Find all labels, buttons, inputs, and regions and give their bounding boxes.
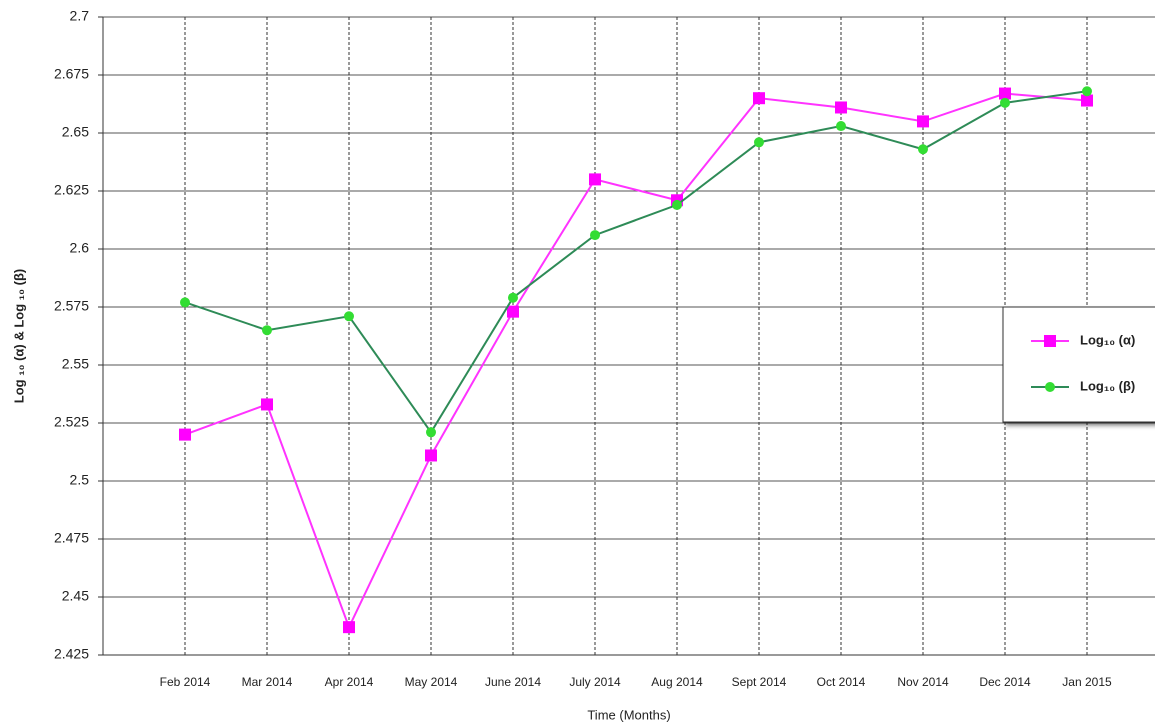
marker	[261, 398, 273, 411]
x-tick-label: Jan 2015	[1062, 675, 1112, 689]
x-tick-label: July 2014	[569, 675, 621, 689]
marker	[426, 427, 436, 438]
marker	[508, 292, 518, 303]
y-tick-label: 2.55	[62, 356, 89, 372]
marker	[999, 87, 1011, 100]
marker	[589, 173, 601, 186]
x-tick-label: Oct 2014	[817, 675, 866, 689]
y-axis-label: Log ₁₀ (α) & Log ₁₀ (β)	[11, 269, 26, 403]
marker	[1081, 94, 1093, 107]
x-tick-label: May 2014	[405, 675, 458, 689]
y-tick-label: 2.5	[70, 472, 90, 488]
marker	[179, 428, 191, 441]
x-tick-label: Mar 2014	[242, 675, 293, 689]
x-tick-label: Sept 2014	[732, 675, 787, 689]
y-tick-label: 2.425	[54, 646, 89, 662]
y-tick-label: 2.525	[54, 414, 89, 430]
x-tick-label: Apr 2014	[325, 675, 374, 689]
marker	[672, 199, 682, 210]
series-line	[184, 90, 1088, 435]
marker	[754, 137, 764, 148]
y-tick-label: 2.475	[54, 530, 89, 546]
x-tick-label: Aug 2014	[651, 675, 703, 689]
x-tick-label: June 2014	[485, 675, 541, 689]
marker	[753, 92, 765, 105]
marker	[1082, 86, 1092, 97]
marker	[1044, 335, 1056, 347]
x-tick-label: Feb 2014	[160, 675, 211, 689]
y-tick-label: 2.625	[54, 182, 89, 198]
y-tick-label: 2.675	[54, 66, 89, 82]
x-axis-label: Time (Months)	[587, 707, 670, 722]
x-tick-label: Dec 2014	[979, 675, 1031, 689]
legend-label: Log₁₀ (α)	[1080, 332, 1135, 347]
y-tick-label: 2.45	[62, 588, 89, 604]
series-line	[184, 92, 1088, 630]
marker	[262, 325, 272, 336]
marker	[507, 305, 519, 318]
marker	[835, 101, 847, 114]
marker	[836, 121, 846, 132]
marker	[590, 230, 600, 241]
legend-label: Log₁₀ (β)	[1080, 378, 1135, 393]
y-tick-label: 2.6	[70, 240, 90, 256]
marker	[425, 449, 437, 462]
y-tick-label: 2.575	[54, 298, 89, 314]
marker	[1045, 382, 1055, 392]
marker	[1000, 97, 1010, 108]
legend-box	[1002, 306, 1155, 423]
y-tick-label: 2.7	[70, 8, 90, 24]
marker	[180, 297, 190, 308]
marker	[917, 115, 929, 128]
marker	[343, 621, 355, 634]
x-tick-label: Nov 2014	[897, 675, 949, 689]
marker	[918, 144, 928, 155]
marker	[344, 311, 354, 322]
y-tick-label: 2.65	[62, 124, 89, 140]
